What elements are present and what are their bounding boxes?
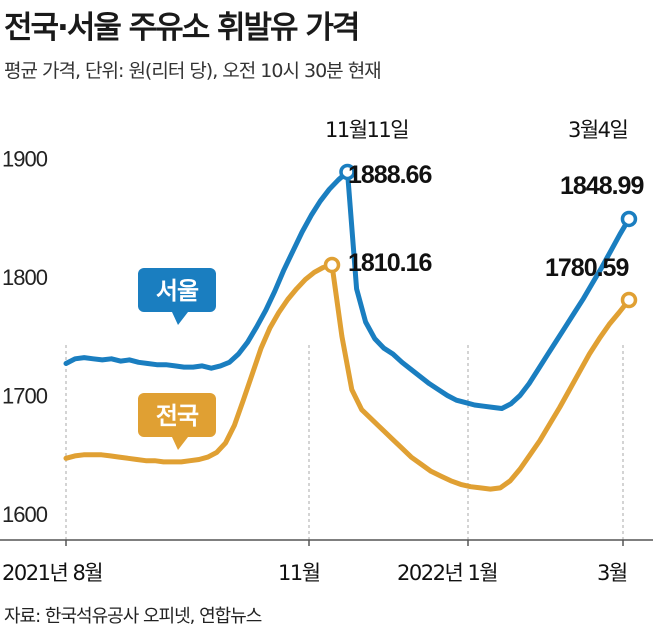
y-tick-label: 1700 [2, 384, 48, 409]
series-lines [63, 169, 632, 492]
chart-subtitle: 평균 가격, 단위: 원(리터 당), 오전 10시 30분 현재 [4, 60, 382, 82]
y-tick-label: 1900 [2, 147, 48, 172]
source-note: 자료: 한국석유공사 오피넷, 연합뉴스 [4, 606, 262, 627]
page-title: 전국·서울 주유소 휘발유 가격 [4, 10, 360, 46]
value-annotation: 1888.66 [348, 161, 431, 189]
y-tick-label: 1800 [2, 265, 48, 290]
x-tick-label: 11월 [278, 561, 320, 585]
national-marker [323, 256, 341, 274]
x-tick-label: 2022년 1월 [397, 561, 497, 585]
tag-bubble [138, 393, 216, 437]
national-marker [620, 291, 638, 309]
value-annotation: 1810.16 [348, 249, 431, 277]
vertical-gridlines [65, 345, 624, 540]
seoul-tag: 서울 [138, 268, 216, 325]
x-tick-label: 2021년 8월 [2, 561, 102, 585]
end-markers [323, 163, 638, 309]
national-tag: 전국 [138, 393, 216, 450]
date-annotation: 3월4일 [568, 118, 628, 142]
value-annotation: 1848.99 [560, 172, 643, 200]
y-tick-label: 1600 [2, 502, 48, 527]
value-annotation: 1780.59 [545, 254, 628, 282]
tag-label: 서울 [156, 277, 199, 305]
date-annotation: 11월11일 [325, 118, 408, 142]
seoul-marker [620, 210, 638, 228]
tag-label: 전국 [156, 402, 199, 430]
data-labels: 11월11일 1888.66 1810.16 3월4일 1848.99 1780.59 [325, 118, 644, 282]
x-axis: 2021년 8월 11월 2022년 1월 3월 [0, 539, 653, 585]
tag-pointer [172, 437, 188, 450]
tag-bubble [138, 268, 216, 312]
tag-pointer [172, 312, 188, 325]
seoul-marker [339, 163, 356, 181]
x-tick-label: 3월 [597, 561, 627, 585]
y-axis-ticks: 1600 1700 1800 1900 [2, 147, 49, 528]
